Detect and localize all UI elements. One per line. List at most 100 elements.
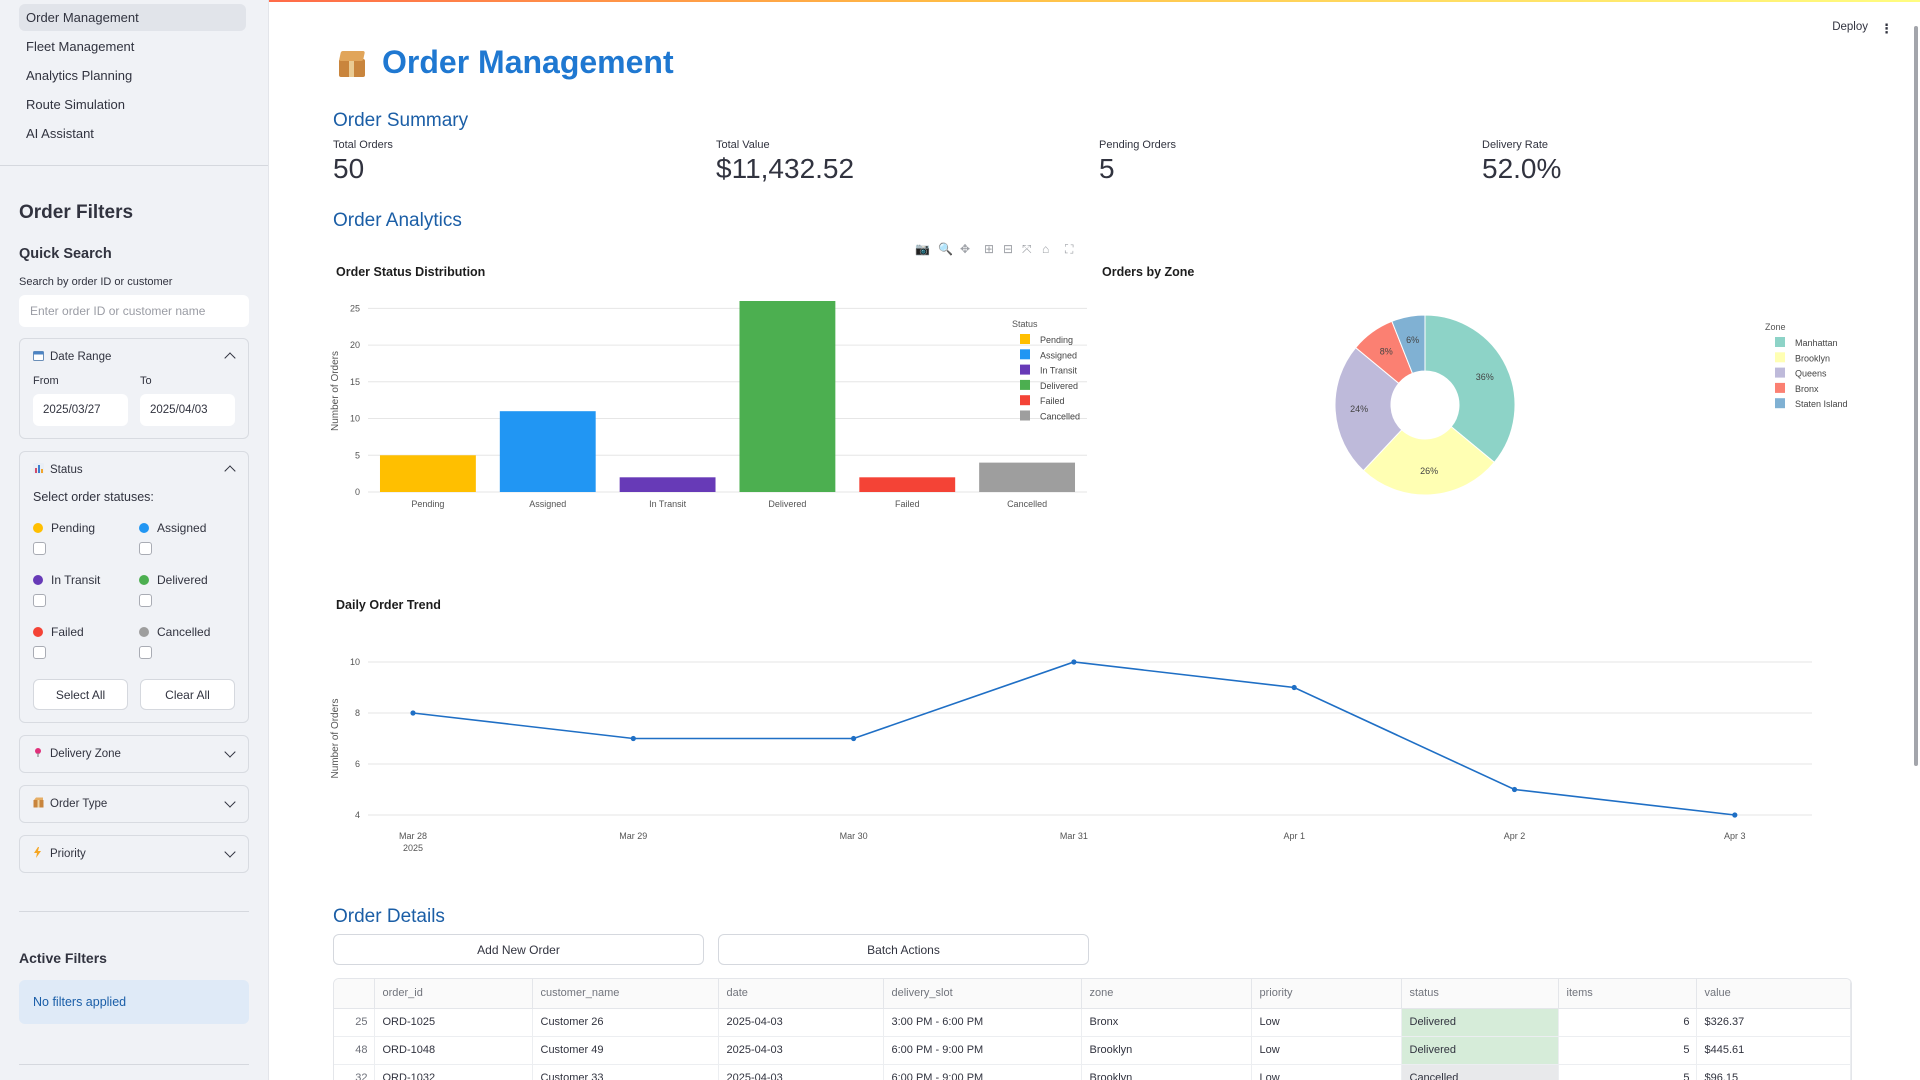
slice-queens <box>1334 346 1403 472</box>
cell-zone[interactable]: Bronx <box>1081 1008 1252 1037</box>
x-year-label: 2025 <box>403 843 423 853</box>
cell-items[interactable]: 6 <box>1558 1008 1697 1037</box>
add-new-order-button[interactable]: Add New Order <box>333 934 704 965</box>
column-header[interactable]: value <box>1696 979 1851 1009</box>
column-header[interactable]: status <box>1401 979 1559 1009</box>
cell-status[interactable]: Delivered <box>1401 1036 1559 1065</box>
nav-item-ai-assistant[interactable]: AI Assistant <box>26 126 94 141</box>
column-header[interactable]: priority <box>1251 979 1402 1009</box>
zoom-icon[interactable]: 🔍 <box>938 242 953 256</box>
zoom-out-icon[interactable]: ⊟ <box>1003 242 1014 256</box>
to-date-input[interactable]: 2025/04/03 <box>140 394 235 426</box>
fullscreen-icon[interactable]: ⛶ <box>1065 242 1074 256</box>
page-title: Order Management <box>382 44 674 80</box>
status-label: Status <box>50 464 83 476</box>
column-header[interactable]: date <box>718 979 884 1009</box>
in-transit-checkbox[interactable] <box>33 594 46 607</box>
cell-items[interactable]: 5 <box>1558 1064 1697 1080</box>
delivery-zone-expander[interactable]: Delivery Zone <box>19 735 249 773</box>
cancelled-checkbox[interactable] <box>139 646 152 659</box>
camera-icon[interactable]: 📷 <box>915 242 930 256</box>
kebab-menu-icon[interactable]: ⋮ <box>1880 21 1893 36</box>
scrollbar[interactable] <box>1914 26 1918 766</box>
blue-circle-icon <box>139 523 149 533</box>
cell-priority[interactable]: Low <box>1251 1008 1402 1037</box>
pan-icon[interactable]: ✥ <box>960 242 971 256</box>
batch-actions-button[interactable]: Batch Actions <box>718 934 1089 965</box>
data-point <box>410 710 416 716</box>
select-all-button[interactable]: Select All <box>33 679 128 710</box>
delivered-checkbox[interactable] <box>139 594 152 607</box>
column-header[interactable]: items <box>1558 979 1697 1009</box>
zoom-in-icon[interactable]: ⊞ <box>984 242 995 256</box>
deploy-button[interactable]: Deploy <box>1832 21 1868 33</box>
cell-date[interactable]: 2025-04-03 <box>718 1008 884 1037</box>
cell-date[interactable]: 2025-04-03 <box>718 1064 884 1080</box>
legend-label: Brooklyn <box>1795 353 1830 363</box>
priority-expander[interactable]: Priority <box>19 835 249 873</box>
cell-priority[interactable]: Low <box>1251 1036 1402 1065</box>
cell-value[interactable]: $326.37 <box>1696 1008 1851 1037</box>
status-header[interactable]: Status <box>20 452 248 488</box>
bar-pending <box>379 455 476 492</box>
nav-item-order-management[interactable]: Order Management <box>19 4 246 31</box>
nav-item-route-simulation[interactable]: Route Simulation <box>26 97 125 112</box>
x-tick-label: Mar 29 <box>619 831 647 841</box>
cell-zone[interactable]: Brooklyn <box>1081 1064 1252 1080</box>
status-option-label: In Transit <box>51 573 101 587</box>
cell-value[interactable]: $96.15 <box>1696 1064 1851 1080</box>
cell-priority[interactable]: Low <box>1251 1064 1402 1080</box>
legend-swatch <box>1775 337 1785 347</box>
cell-order-id[interactable]: ORD-1025 <box>374 1008 533 1037</box>
column-header[interactable]: zone <box>1081 979 1252 1009</box>
slice-staten-island <box>1391 314 1426 375</box>
table-row[interactable]: 25 ORD-1025 Customer 26 2025-04-03 3:00 … <box>334 1008 1851 1037</box>
top-decoration-bar <box>0 0 1920 2</box>
cell-slot[interactable]: 6:00 PM - 9:00 PM <box>883 1064 1082 1080</box>
cell-date[interactable]: 2025-04-03 <box>718 1036 884 1065</box>
nav-item-analytics-planning[interactable]: Analytics Planning <box>26 68 133 83</box>
column-header[interactable]: customer_name <box>532 979 719 1009</box>
nav-item-fleet-management[interactable]: Fleet Management <box>26 39 135 54</box>
cell-order-id[interactable]: ORD-1032 <box>374 1064 533 1080</box>
autoscale-icon[interactable]: ⤧ <box>1022 242 1032 256</box>
column-header[interactable]: delivery_slot <box>883 979 1082 1009</box>
from-date-input[interactable]: 2025/03/27 <box>33 394 128 426</box>
table-row[interactable]: 48 ORD-1048 Customer 49 2025-04-03 6:00 … <box>334 1036 1851 1065</box>
column-header[interactable]: order_id <box>374 979 533 1009</box>
column-header[interactable] <box>334 979 375 1009</box>
orders-table[interactable]: order_id customer_name date delivery_slo… <box>333 978 1852 1080</box>
metric-label: Total Value <box>716 139 770 151</box>
search-input[interactable]: Enter order ID or customer name <box>19 295 249 327</box>
cell-status[interactable]: Delivered <box>1401 1008 1559 1037</box>
cell-customer[interactable]: Customer 49 <box>532 1036 719 1065</box>
order-type-header[interactable]: Order Type <box>20 786 248 822</box>
data-point <box>630 735 636 742</box>
table-row[interactable]: 32 ORD-1032 Customer 33 2025-04-03 6:00 … <box>334 1064 1851 1080</box>
calendar-icon <box>33 350 46 364</box>
legend-label: Delivered <box>1040 381 1078 391</box>
cell-customer[interactable]: Customer 26 <box>532 1008 719 1037</box>
cell-zone[interactable]: Brooklyn <box>1081 1036 1252 1065</box>
data-point <box>1071 659 1077 665</box>
cell-slot[interactable]: 3:00 PM - 6:00 PM <box>883 1008 1082 1037</box>
failed-checkbox[interactable] <box>33 646 46 659</box>
cell-slot[interactable]: 6:00 PM - 9:00 PM <box>883 1036 1082 1065</box>
assigned-checkbox[interactable] <box>139 542 152 555</box>
cell-customer[interactable]: Customer 33 <box>532 1064 719 1080</box>
date-range-header[interactable]: Date Range <box>20 339 248 375</box>
page-header: Order Management <box>338 44 674 81</box>
priority-header[interactable]: Priority <box>20 836 248 872</box>
order-analytics-heading: Order Analytics <box>333 210 462 231</box>
order-type-expander[interactable]: Order Type <box>19 785 249 823</box>
cell-value[interactable]: $445.61 <box>1696 1036 1851 1065</box>
home-icon[interactable]: ⌂ <box>1042 242 1050 256</box>
pending-checkbox[interactable] <box>33 542 46 555</box>
cell-items[interactable]: 5 <box>1558 1036 1697 1065</box>
sidebar-divider <box>19 1064 249 1065</box>
delivery-zone-header[interactable]: Delivery Zone <box>20 736 248 772</box>
clear-all-button[interactable]: Clear All <box>140 679 235 710</box>
cell-status[interactable]: Cancelled <box>1401 1064 1559 1080</box>
cell-order-id[interactable]: ORD-1048 <box>374 1036 533 1065</box>
